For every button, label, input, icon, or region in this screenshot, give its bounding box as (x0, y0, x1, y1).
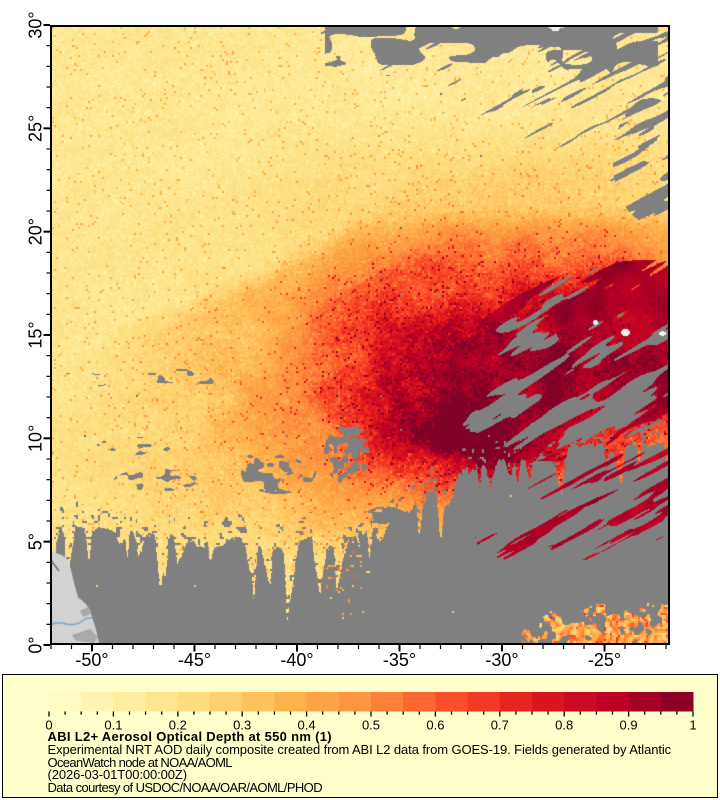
svg-text:0: 0 (45, 718, 52, 733)
svg-text:15°: 15° (26, 321, 46, 348)
svg-text:-50°: -50° (75, 650, 108, 670)
svg-text:0.2: 0.2 (169, 718, 187, 733)
svg-text:-45°: -45° (178, 650, 211, 670)
svg-text:0.5: 0.5 (362, 718, 380, 733)
svg-text:0.6: 0.6 (426, 718, 444, 733)
svg-text:25°: 25° (26, 115, 46, 142)
svg-text:-35°: -35° (383, 650, 416, 670)
svg-text:0°: 0° (26, 636, 46, 653)
svg-text:0.3: 0.3 (233, 718, 251, 733)
svg-text:0.1: 0.1 (104, 718, 122, 733)
svg-text:0.8: 0.8 (555, 718, 573, 733)
svg-text:-40°: -40° (280, 650, 313, 670)
svg-text:0.7: 0.7 (491, 718, 509, 733)
svg-text:5°: 5° (26, 533, 46, 550)
svg-text:20°: 20° (26, 218, 46, 245)
svg-text:10°: 10° (26, 425, 46, 452)
svg-text:1: 1 (689, 718, 696, 733)
svg-text:0.4: 0.4 (298, 718, 316, 733)
svg-text:-25°: -25° (588, 650, 621, 670)
svg-text:0.9: 0.9 (620, 718, 638, 733)
svg-text:30°: 30° (26, 11, 46, 38)
svg-text:-30°: -30° (485, 650, 518, 670)
